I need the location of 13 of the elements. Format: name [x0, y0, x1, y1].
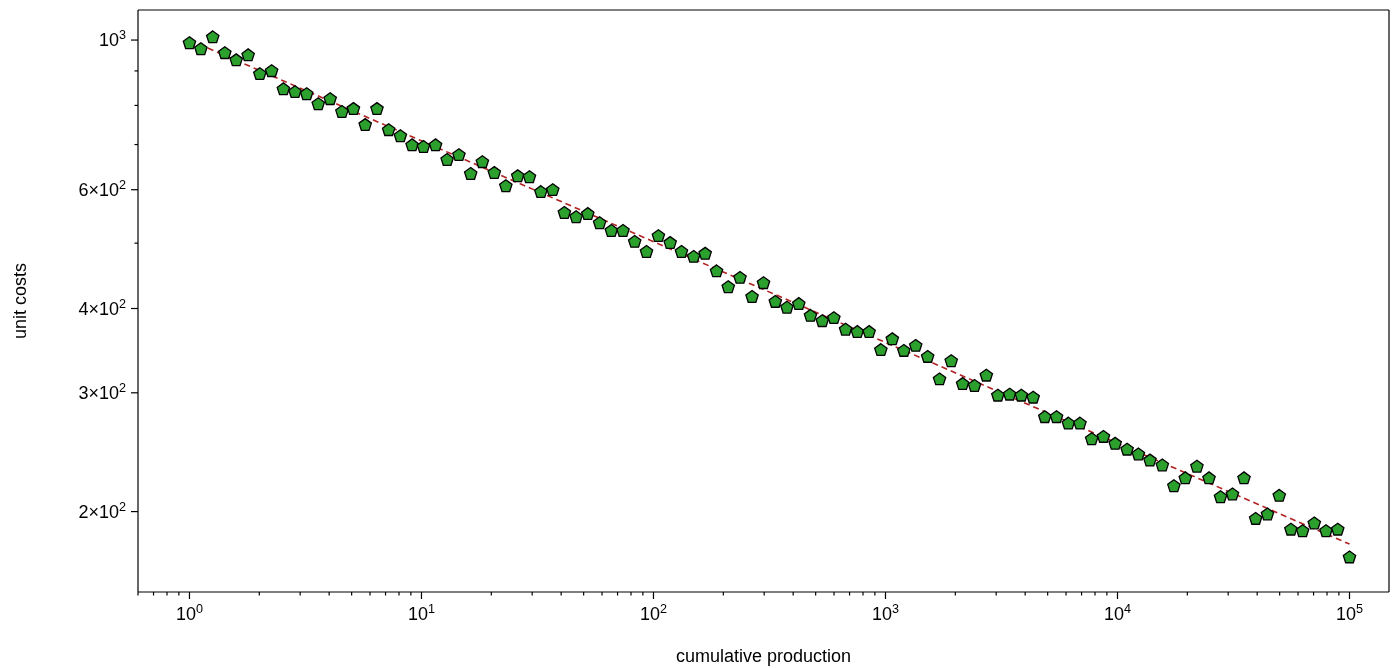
y-axis-title: unit costs	[10, 262, 31, 340]
x-tick-label: 10$^{0}$	[175, 602, 203, 624]
y-tick-label: 10$^{3}$	[98, 28, 126, 51]
y-tick-label: 4×10$^{2}$	[78, 296, 126, 319]
x-tick-label: 10$^{3}$	[871, 602, 900, 624]
x-tick-label: 10$^{5}$	[1335, 602, 1364, 624]
y-tick-label: 6×10$^{2}$	[78, 177, 126, 200]
x-tick-label: 10$^{1}$	[407, 602, 435, 624]
x-axis-title: cumulative production	[675, 646, 852, 666]
y-tick-label: 3×10$^{2}$	[78, 380, 126, 403]
y-tick-label: 2×10$^{2}$	[78, 499, 126, 522]
x-tick-label: 10$^{4}$	[1103, 602, 1132, 624]
x-tick-label: 10$^{2}$	[639, 602, 667, 624]
